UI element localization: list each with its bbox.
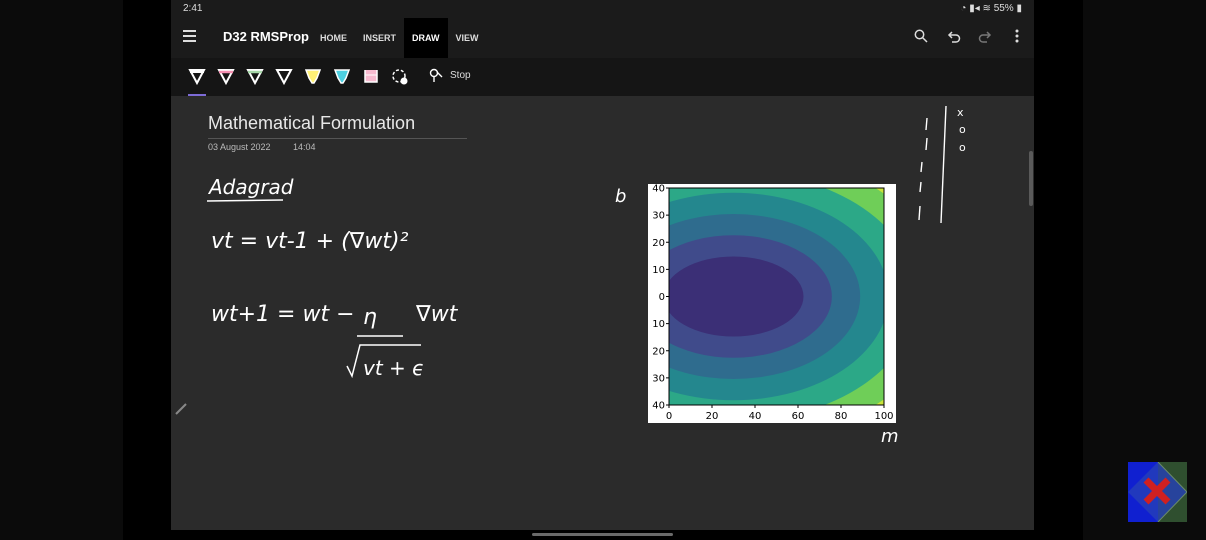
axis-label-m: m	[881, 426, 899, 447]
battery-percent: 55%	[993, 3, 1014, 14]
page-date: 03 August 2022	[208, 142, 271, 152]
sqrt-sign	[346, 344, 421, 379]
draw-toolbar: Stop	[171, 58, 1034, 96]
vertical-scrollbar[interactable]	[1029, 151, 1033, 206]
stop-label: Stop	[450, 70, 471, 81]
tab-draw[interactable]: DRAW	[404, 18, 448, 58]
y-tick-label: 0	[659, 292, 665, 303]
highlighter-pink-icon[interactable]	[361, 66, 381, 88]
selected-tool-indicator	[188, 94, 206, 96]
heading-adagrad: Adagrad	[207, 175, 294, 199]
axis-label-b: b	[615, 186, 626, 207]
x-tick-label: 0	[666, 411, 672, 422]
y-tick-label: 40	[652, 401, 665, 412]
contour-level-0	[669, 256, 804, 337]
x-tick-label: 60	[792, 411, 805, 422]
y-tick-label: 10	[652, 319, 665, 330]
stop-button[interactable]: Stop	[429, 68, 471, 83]
ribbon-tabs: HOME INSERT DRAW VIEW	[312, 18, 487, 58]
battery-icon: ▮	[1016, 3, 1022, 14]
status-bar: 2:41 ◔ ▮◂ ≋ 55% ▮	[171, 0, 1034, 18]
watermark-logo	[1128, 461, 1188, 523]
tab-insert[interactable]: INSERT	[363, 33, 397, 43]
touch-draw-icon	[429, 68, 443, 82]
left-letterbox	[0, 0, 123, 540]
tab-home[interactable]: HOME	[320, 33, 347, 43]
search-icon[interactable]	[912, 26, 930, 46]
y-tick-label: 30	[652, 211, 665, 222]
undo-icon[interactable]	[944, 26, 962, 46]
equation-denominator: vt + ϵ	[363, 356, 424, 380]
pen-green-icon[interactable]	[245, 66, 265, 88]
equation-eta: η	[363, 305, 377, 330]
hamburger-menu-icon[interactable]	[183, 30, 196, 42]
more-options-icon[interactable]	[1008, 26, 1026, 46]
pen-pink-icon[interactable]	[216, 66, 236, 88]
app-bar: D32 RMSProp HOME INSERT DRAW VIEW	[171, 18, 1034, 58]
page-title: Mathematical Formulation	[208, 113, 416, 133]
contour-plot[interactable]: 0 20 40 60 80 100 40 30 20 10 0 10 20 30 40	[648, 184, 896, 423]
wifi-icon: ◔ ▮◂ ≋	[960, 3, 994, 14]
x-tick-label: 40	[749, 411, 762, 422]
pen-outline-icon[interactable]	[274, 66, 294, 88]
heading-underline	[206, 199, 284, 202]
lasso-add-icon[interactable]	[390, 66, 410, 88]
equation-grad: ∇wt	[415, 302, 459, 327]
note-canvas[interactable]: Mathematical Formulation 03 August 2022 …	[171, 96, 1034, 530]
y-tick-label: 40	[652, 184, 665, 195]
redo-icon[interactable]	[976, 26, 994, 46]
tab-view[interactable]: VIEW	[455, 33, 479, 43]
right-letterbox	[1083, 0, 1206, 540]
handwriting-layer: Adagrad vt = vt-1 + (∇wt)² wt+1 = wt − η…	[206, 105, 966, 447]
highlighter-cyan-icon[interactable]	[332, 66, 352, 88]
table-mark-x: x	[957, 106, 964, 119]
table-mark-o1: o	[959, 123, 966, 136]
title-divider	[208, 138, 467, 139]
y-tick-label: 30	[652, 373, 665, 384]
x-tick-label: 80	[835, 411, 848, 422]
pen-white-icon[interactable]	[187, 66, 207, 88]
table-mark-o2: o	[959, 141, 966, 154]
app-bar-actions	[912, 26, 1026, 46]
highlighter-yellow-icon[interactable]	[303, 66, 323, 88]
y-tick-label: 10	[652, 265, 665, 276]
y-tick-label: 20	[652, 346, 665, 357]
home-indicator[interactable]	[532, 533, 673, 536]
status-time: 2:41	[183, 3, 203, 14]
notebook-title[interactable]: D32 RMSProp	[223, 29, 309, 44]
x-tick-label: 20	[706, 411, 719, 422]
y-tick-label: 20	[652, 238, 665, 249]
page-time: 14:04	[293, 142, 316, 152]
pen-cursor-icon	[175, 401, 189, 420]
equation-vt: vt = vt-1 + (∇wt)²	[211, 229, 409, 254]
side-table-strokes	[918, 105, 947, 224]
x-tick-label: 100	[874, 411, 893, 422]
equation-update-lhs: wt+1 = wt −	[211, 302, 355, 327]
status-icons: ◔ ▮◂ ≋ 55% ▮	[960, 3, 1022, 14]
